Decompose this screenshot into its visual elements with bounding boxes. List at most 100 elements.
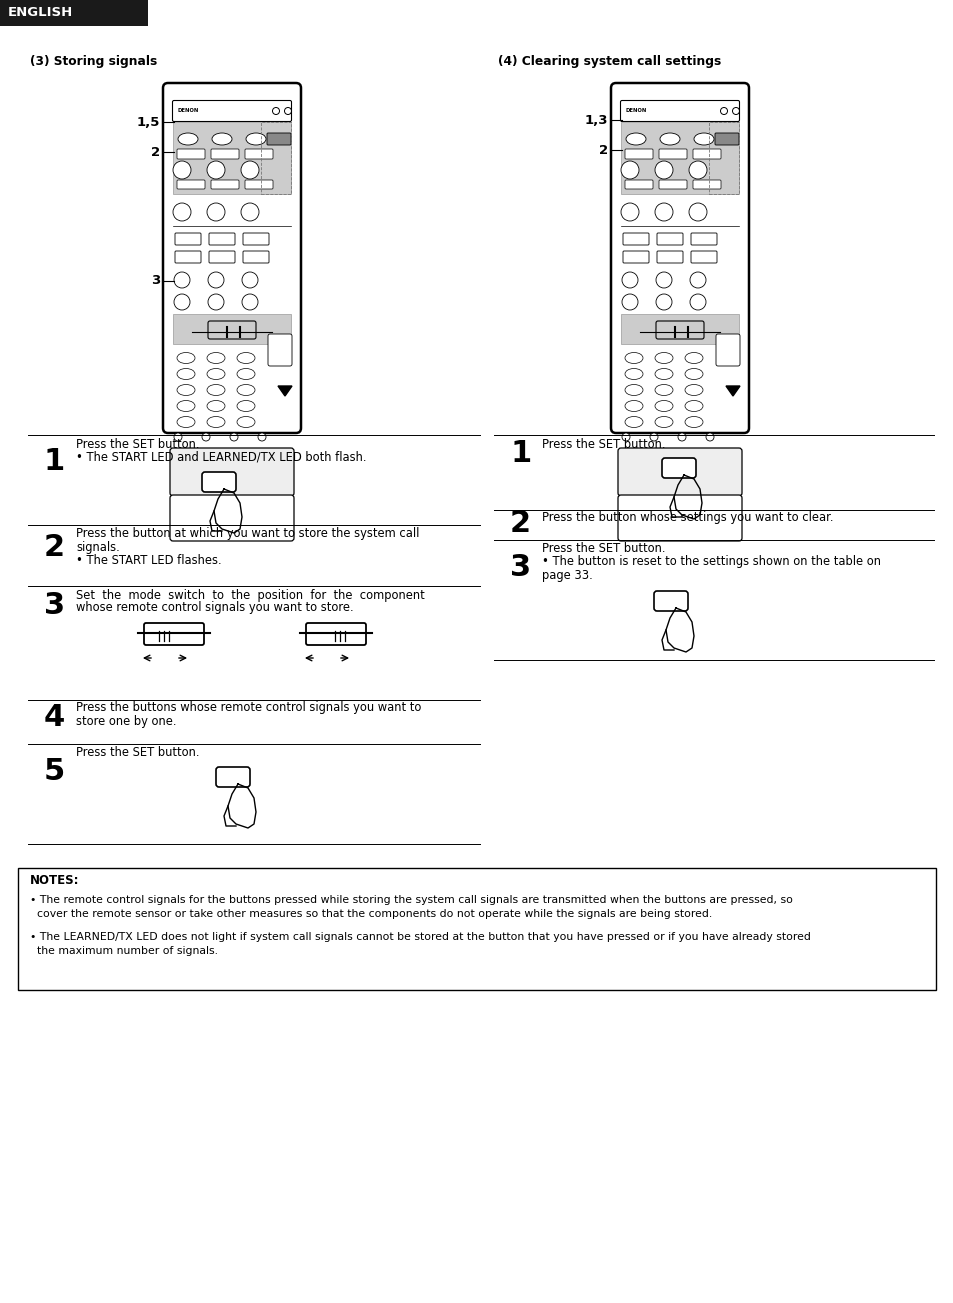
Ellipse shape	[246, 133, 266, 145]
Ellipse shape	[236, 417, 254, 427]
Ellipse shape	[207, 369, 225, 379]
Ellipse shape	[177, 384, 194, 396]
FancyBboxPatch shape	[172, 100, 292, 121]
FancyBboxPatch shape	[654, 592, 687, 611]
Text: 1,5: 1,5	[136, 116, 160, 129]
Circle shape	[241, 203, 258, 222]
Text: NOTES:: NOTES:	[30, 874, 79, 887]
FancyBboxPatch shape	[690, 233, 717, 245]
Ellipse shape	[655, 400, 672, 412]
Circle shape	[172, 162, 191, 179]
Circle shape	[208, 294, 224, 310]
Ellipse shape	[207, 400, 225, 412]
Bar	[261, 122, 291, 194]
Polygon shape	[725, 386, 740, 396]
Bar	[0, 0, 148, 26]
Ellipse shape	[655, 353, 672, 364]
Circle shape	[655, 203, 672, 222]
FancyBboxPatch shape	[211, 149, 239, 159]
Ellipse shape	[236, 400, 254, 412]
Ellipse shape	[177, 369, 194, 379]
Circle shape	[172, 203, 191, 222]
Bar	[172, 122, 291, 194]
Bar	[620, 314, 739, 344]
Text: Press the SET button.: Press the SET button.	[541, 438, 665, 451]
Ellipse shape	[684, 417, 702, 427]
Text: page 33.: page 33.	[541, 569, 592, 582]
FancyBboxPatch shape	[209, 251, 234, 263]
Circle shape	[242, 272, 257, 288]
Ellipse shape	[207, 384, 225, 396]
Text: Press the SET button.: Press the SET button.	[541, 542, 665, 555]
FancyBboxPatch shape	[624, 180, 652, 189]
Circle shape	[705, 433, 713, 440]
Text: • The LEARNED/TX LED does not light if system call signals cannot be stored at t: • The LEARNED/TX LED does not light if s…	[30, 932, 810, 956]
Text: • The START LED flashes.: • The START LED flashes.	[76, 555, 221, 568]
Circle shape	[688, 203, 706, 222]
Ellipse shape	[684, 384, 702, 396]
Circle shape	[173, 272, 190, 288]
Text: Press the SET button.: Press the SET button.	[76, 747, 199, 760]
Polygon shape	[277, 386, 292, 396]
FancyBboxPatch shape	[170, 495, 294, 541]
Text: DENON: DENON	[178, 108, 199, 113]
Text: 2: 2	[44, 533, 65, 562]
FancyBboxPatch shape	[692, 180, 720, 189]
Ellipse shape	[624, 353, 642, 364]
FancyBboxPatch shape	[306, 623, 366, 645]
Circle shape	[620, 203, 639, 222]
Text: • The START LED and LEARNED/TX LED both flash.: • The START LED and LEARNED/TX LED both …	[76, 451, 366, 464]
Text: whose remote control signals you want to store.: whose remote control signals you want to…	[76, 602, 354, 615]
Text: (3) Storing signals: (3) Storing signals	[30, 56, 157, 69]
FancyBboxPatch shape	[618, 495, 741, 541]
FancyBboxPatch shape	[243, 233, 269, 245]
FancyBboxPatch shape	[268, 334, 292, 366]
Circle shape	[688, 162, 706, 179]
Circle shape	[656, 294, 671, 310]
Ellipse shape	[684, 353, 702, 364]
FancyBboxPatch shape	[245, 149, 273, 159]
FancyBboxPatch shape	[177, 149, 205, 159]
Circle shape	[241, 162, 258, 179]
Bar	[172, 314, 291, 344]
FancyBboxPatch shape	[657, 251, 682, 263]
Ellipse shape	[655, 384, 672, 396]
Ellipse shape	[177, 353, 194, 364]
FancyBboxPatch shape	[177, 180, 205, 189]
Ellipse shape	[236, 384, 254, 396]
FancyBboxPatch shape	[208, 321, 255, 339]
FancyBboxPatch shape	[174, 233, 201, 245]
Ellipse shape	[177, 417, 194, 427]
Circle shape	[257, 433, 266, 440]
Ellipse shape	[177, 400, 194, 412]
Bar	[18, 868, 935, 990]
FancyBboxPatch shape	[211, 180, 239, 189]
Text: 1: 1	[510, 439, 531, 468]
FancyBboxPatch shape	[267, 133, 291, 145]
Circle shape	[689, 272, 705, 288]
Circle shape	[207, 162, 225, 179]
Text: 2: 2	[510, 509, 531, 538]
Ellipse shape	[212, 133, 232, 145]
Text: 5: 5	[44, 757, 65, 787]
Text: Press the button at which you want to store the system call: Press the button at which you want to st…	[76, 526, 419, 539]
FancyBboxPatch shape	[714, 133, 739, 145]
Circle shape	[202, 433, 210, 440]
FancyBboxPatch shape	[174, 251, 201, 263]
FancyBboxPatch shape	[618, 448, 741, 496]
Text: Press the SET button.: Press the SET button.	[76, 438, 199, 451]
Ellipse shape	[624, 400, 642, 412]
Text: 3: 3	[151, 275, 160, 288]
Text: 2: 2	[598, 143, 607, 156]
Circle shape	[173, 433, 182, 440]
Ellipse shape	[236, 369, 254, 379]
Text: 1,3: 1,3	[584, 113, 607, 126]
Text: (4) Clearing system call settings: (4) Clearing system call settings	[497, 56, 720, 69]
Text: Press the buttons whose remote control signals you want to: Press the buttons whose remote control s…	[76, 701, 421, 714]
FancyBboxPatch shape	[215, 767, 250, 787]
Ellipse shape	[684, 369, 702, 379]
FancyBboxPatch shape	[245, 180, 273, 189]
Ellipse shape	[693, 133, 713, 145]
FancyBboxPatch shape	[619, 100, 739, 121]
FancyBboxPatch shape	[692, 149, 720, 159]
